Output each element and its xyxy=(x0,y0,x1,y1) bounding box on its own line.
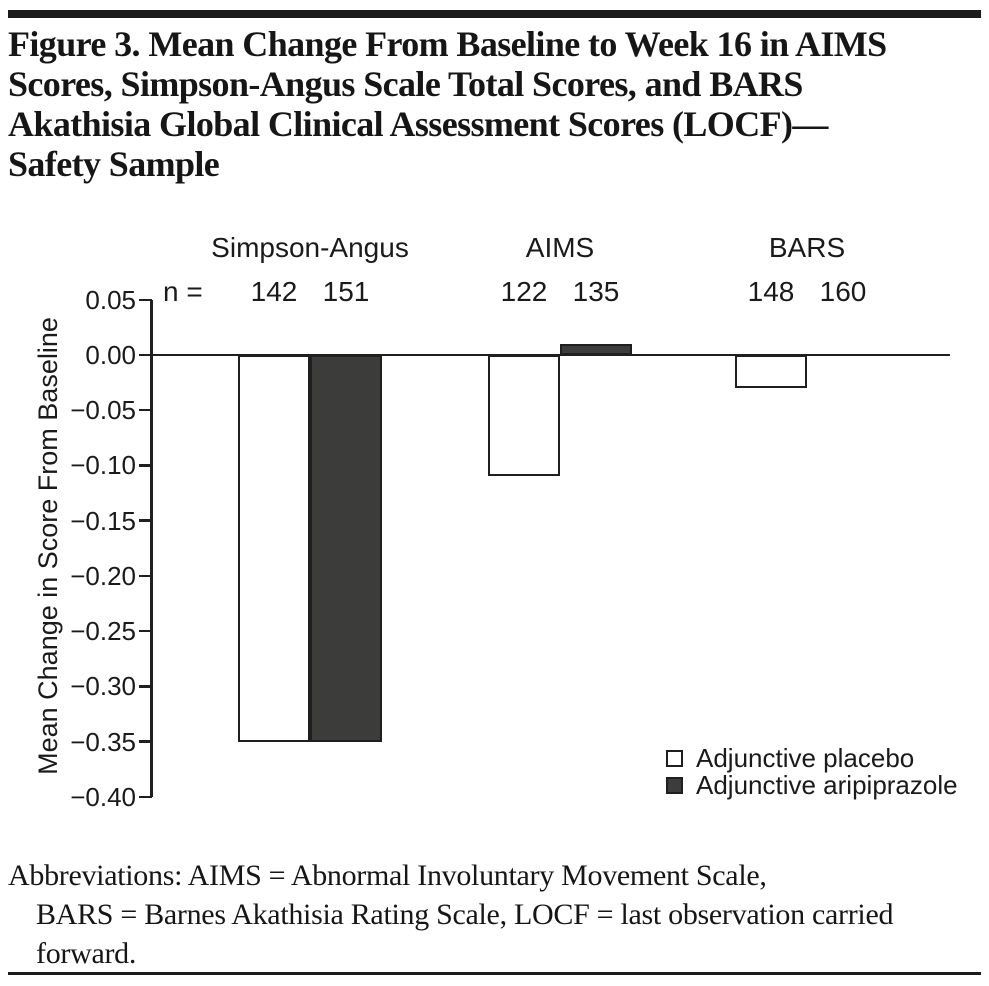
legend-label: Adjunctive placebo xyxy=(696,743,915,773)
figure-title-line: Safety Sample xyxy=(8,144,220,184)
y-axis-tick xyxy=(139,353,152,357)
y-axis-line xyxy=(150,299,153,797)
top-rule xyxy=(8,10,981,18)
y-axis-tick-label: 0.00 xyxy=(85,340,136,370)
bar-simpson-angus-placebo xyxy=(238,355,310,742)
group-label: BARS xyxy=(768,232,846,263)
y-axis-tick xyxy=(139,298,152,302)
y-axis-tick xyxy=(139,519,152,522)
n-value: 160 xyxy=(819,276,867,307)
y-axis-tick-label: −0.35 xyxy=(70,726,136,757)
y-axis-tick-label: −0.30 xyxy=(70,671,136,702)
legend-label: Adjunctive aripiprazole xyxy=(696,770,958,800)
y-axis-tick xyxy=(139,685,152,688)
figure-title-line: Akathisia Global Clinical Assessment Sco… xyxy=(8,104,828,144)
n-value: 142 xyxy=(250,276,298,307)
y-axis-tick-label: −0.20 xyxy=(70,560,136,591)
abbreviations-line: Abbreviations: AIMS = Abnormal Involunta… xyxy=(8,859,767,892)
figure-title-line: Figure 3. Mean Change From Baseline to W… xyxy=(8,24,887,64)
figure-title-line: Scores, Simpson-Angus Scale Total Scores… xyxy=(8,64,803,104)
legend-item: Adjunctive placebo xyxy=(666,743,915,773)
n-equals-label: n = xyxy=(163,276,203,307)
y-axis-tick-label: −0.15 xyxy=(70,505,136,536)
bar-bars-placebo xyxy=(735,355,807,389)
y-axis-tick-label: −0.10 xyxy=(70,450,136,481)
y-axis-tick xyxy=(139,629,152,633)
abbreviations-line: BARS = Barnes Akathisia Rating Scale, LO… xyxy=(36,898,894,931)
group-label: AIMS xyxy=(525,232,595,263)
bar-aims-placebo xyxy=(488,355,560,477)
bottom-rule xyxy=(8,972,981,975)
n-value: 151 xyxy=(322,276,370,307)
bar-aims-aripiprazole xyxy=(560,343,632,355)
abbreviations-line: forward. xyxy=(36,937,137,970)
y-axis-tick xyxy=(139,408,152,412)
n-value: 148 xyxy=(747,276,795,307)
abbreviations-note: Abbreviations: AIMS = Abnormal Involunta… xyxy=(8,856,983,973)
y-axis-tick xyxy=(139,740,152,743)
y-axis-tick-label: −0.05 xyxy=(70,395,136,426)
legend-swatch-placebo xyxy=(666,750,683,767)
y-axis-tick xyxy=(139,464,152,467)
y-axis-tick-label: −0.40 xyxy=(70,781,136,812)
n-value: 122 xyxy=(500,276,548,307)
figure-title: Figure 3. Mean Change From Baseline to W… xyxy=(8,24,983,184)
y-axis-tick-label: 0.05 xyxy=(85,284,136,315)
legend-swatch-aripiprazole xyxy=(666,777,683,794)
y-axis-tick xyxy=(139,574,152,578)
y-axis-tick-label: −0.25 xyxy=(70,616,136,647)
y-axis-tick xyxy=(139,795,152,798)
bar-simpson-angus-aripiprazole xyxy=(310,355,382,742)
legend-item: Adjunctive aripiprazole xyxy=(666,770,958,800)
group-label: Simpson-Angus xyxy=(211,232,409,263)
n-value: 135 xyxy=(572,276,620,307)
